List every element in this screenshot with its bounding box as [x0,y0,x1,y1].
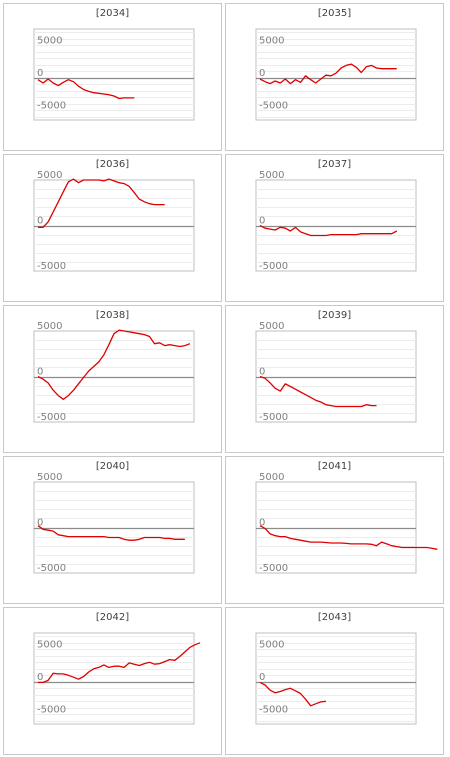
y-tick-label: 5000 [37,35,62,46]
series-line [37,78,135,100]
chart-title: [2035] [317,8,352,19]
chart-panel: [2041] 5000 0 -5000 [225,456,444,604]
chart-title: [2038] [95,310,130,321]
y-tick-label: 5000 [37,321,62,332]
chart-grid: [2034] 5000 0 -5000 [2035] 5000 0 -5000 [203… [3,3,444,755]
y-tick-label: 5000 [259,321,284,332]
plot-frame [255,330,417,423]
chart-plot: 5000 0 -5000 [255,28,417,121]
chart-plot: 5000 0 -5000 [33,28,195,121]
series-line [37,329,191,400]
chart-plot: 5000 0 -5000 [33,170,195,272]
chart-panel: [2035] 5000 0 -5000 [225,3,444,151]
y-tick-label: -5000 [37,563,66,574]
chart-title: [2041] [317,461,352,472]
y-tick-label: 5000 [259,35,284,46]
plot-frame [33,179,195,272]
chart-plot: 5000 0 -5000 [33,472,195,574]
chart-panel: [2043] 5000 0 -5000 [225,607,444,755]
y-tick-label: 0 [37,216,43,227]
chart-plot: 5000 0 -5000 [255,321,417,423]
y-tick-label: 0 [259,672,265,683]
series-line [259,375,377,408]
chart-title: [2042] [95,612,130,623]
plot-frame [255,481,417,574]
chart-plot: 5000 0 -5000 [33,321,195,423]
chart-panel: [2036] 5000 0 -5000 [3,154,222,302]
chart-panel: [2037] 5000 0 -5000 [225,154,444,302]
chart-title: [2040] [95,461,130,472]
y-tick-label: -5000 [259,261,288,272]
chart-plot: 5000 0 -5000 [33,632,201,725]
chart-title: [2043] [317,612,352,623]
y-tick-label: -5000 [259,100,288,111]
series-line [38,642,201,684]
y-tick-label: 5000 [259,170,284,181]
chart-plot: 5000 0 -5000 [255,472,438,574]
y-tick-label: -5000 [37,100,66,111]
plot-frame [255,179,417,272]
chart-title: [2034] [95,8,130,19]
y-tick-label: -5000 [259,704,288,715]
chart-title: [2039] [317,310,352,321]
series-line [37,525,185,541]
y-tick-label: 0 [259,367,265,378]
series-line [259,63,397,85]
y-tick-label: 0 [37,68,43,79]
y-tick-label: 0 [259,518,265,529]
chart-title: [2037] [317,159,352,170]
y-tick-label: 0 [37,367,43,378]
series-line [259,525,438,550]
series-line [259,681,326,707]
y-tick-label: -5000 [259,412,288,423]
plot-frame [33,330,195,423]
y-tick-label: -5000 [37,261,66,272]
y-tick-label: -5000 [259,563,288,574]
y-tick-label: -5000 [37,412,66,423]
y-tick-label: 5000 [37,639,62,650]
y-tick-label: 0 [37,672,43,683]
y-tick-label: 5000 [259,472,284,483]
chart-panel: [2038] 5000 0 -5000 [3,305,222,453]
plot-frame [33,481,195,574]
chart-panel: [2034] 5000 0 -5000 [3,3,222,151]
y-tick-label: 0 [37,518,43,529]
y-tick-label: 0 [259,68,265,79]
y-tick-label: -5000 [37,704,66,715]
chart-panel: [2042] 5000 0 -5000 [3,607,222,755]
series-line [259,224,398,237]
y-tick-label: 5000 [37,170,62,181]
series-line [38,178,165,228]
chart-panel: [2039] 5000 0 -5000 [225,305,444,453]
chart-plot: 5000 0 -5000 [255,170,417,272]
chart-plot: 5000 0 -5000 [255,632,417,725]
y-tick-label: 0 [259,216,265,227]
chart-title: [2036] [95,159,130,170]
chart-panel: [2040] 5000 0 -5000 [3,456,222,604]
y-tick-label: 5000 [37,472,62,483]
y-tick-label: 5000 [259,639,284,650]
